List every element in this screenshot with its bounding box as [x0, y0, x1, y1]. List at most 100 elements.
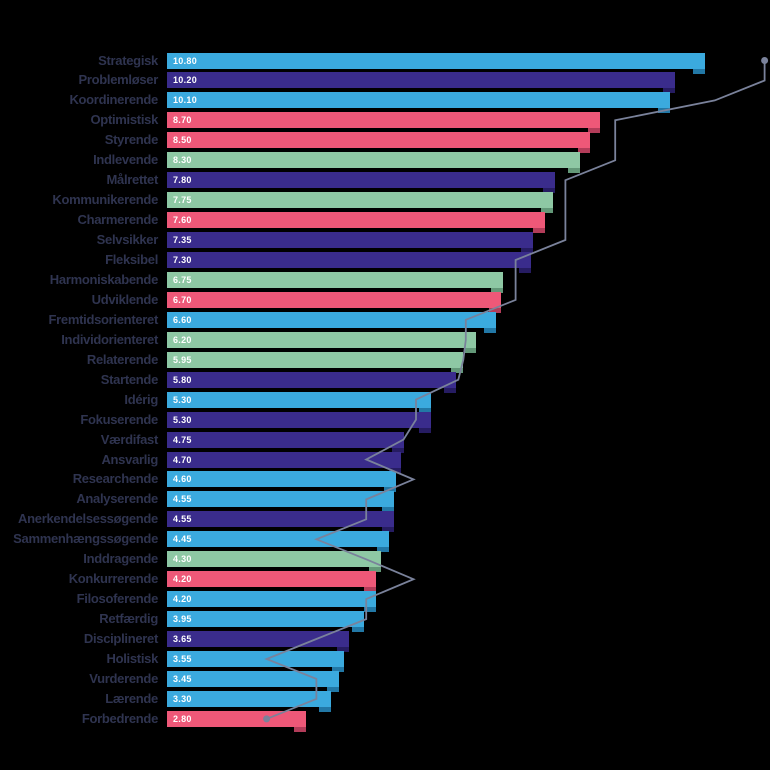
bar-value-label: 7.30 [173, 255, 192, 265]
bar-value-label: 5.30 [173, 394, 192, 405]
bar: 8.30 [167, 152, 581, 174]
category-label: Selvsikker [96, 232, 159, 248]
category-label: Kommunikerende [52, 192, 158, 208]
bar: 4.55 [167, 511, 394, 533]
bar-value-label: 4.55 [173, 514, 192, 525]
bar: 4.55 [167, 491, 394, 513]
bar: 3.55 [167, 651, 344, 672]
category-label: Forbedrende [81, 710, 158, 726]
bar: 7.75 [167, 192, 553, 214]
bar-value-label: 3.65 [173, 634, 192, 645]
category-label: Problemløser [78, 72, 159, 88]
category-label: Vurderende [89, 670, 158, 686]
bar-value-label: 4.70 [173, 454, 192, 465]
bar: 4.75 [167, 431, 404, 453]
bar: 6.60 [167, 311, 496, 333]
bar-value-label: 4.20 [173, 594, 192, 605]
bar-value-label: 6.20 [173, 334, 192, 345]
category-label: Koordinerende [69, 92, 158, 108]
norm-line-start-marker [761, 57, 769, 64]
category-label: Styrende [104, 132, 159, 148]
bar-end-fold [657, 108, 670, 114]
bar-value-label: 5.95 [173, 354, 192, 365]
bar: 8.50 [167, 132, 591, 154]
bar: 10.80 [167, 52, 705, 74]
category-label: Analyserende [76, 491, 158, 507]
bar-value-label: 4.55 [173, 494, 192, 505]
category-label: Værdifast [100, 431, 159, 447]
bar: 4.30 [167, 551, 382, 573]
bar-value-label: 4.75 [173, 434, 192, 445]
bar-value-label: 6.75 [173, 274, 192, 285]
bar: 7.60 [167, 212, 546, 234]
bar-end-fold [568, 168, 581, 174]
category-label: Relaterende [86, 351, 158, 367]
bar-end-fold [351, 627, 364, 633]
category-label: Optimistisk [90, 112, 159, 128]
bar-end-fold [692, 68, 705, 74]
bar-value-label: 10.10 [173, 95, 198, 106]
bar: 5.30 [167, 391, 431, 413]
bar-value-label: 7.75 [173, 195, 192, 206]
bar-value-label: 8.70 [173, 115, 192, 126]
bar-value-label: 5.80 [173, 374, 192, 385]
bar: 2.80 [167, 710, 307, 732]
category-label: Researchende [72, 471, 159, 487]
bar: 4.20 [167, 571, 377, 593]
category-label: Lærende [105, 690, 158, 706]
bar-value-label: 5.30 [173, 414, 192, 425]
category-label: Fokuserende [80, 411, 158, 427]
bar-value-label: 10.80 [173, 55, 198, 66]
bar-value-label: 4.20 [173, 574, 192, 585]
bar: 5.80 [167, 371, 456, 393]
category-label: Inddragende [83, 551, 158, 567]
bar: 4.20 [167, 591, 377, 613]
bar-end-fold [463, 347, 476, 353]
bar: 3.45 [167, 670, 339, 692]
bar-end-fold [443, 387, 456, 393]
bar: 10.20 [167, 72, 675, 94]
bar-value-label: 3.95 [173, 614, 192, 625]
bar: 6.20 [167, 331, 476, 353]
bar: 3.65 [167, 631, 349, 653]
category-label: Ansvarlig [101, 451, 158, 467]
bar-value-label: 6.60 [173, 314, 192, 325]
category-label: Disciplineret [83, 631, 158, 647]
category-label: Retfærdig [99, 611, 158, 627]
bar-value-label: 7.80 [173, 175, 192, 186]
bar-value-label: 6.70 [173, 294, 192, 305]
bar-value-label: 2.80 [173, 713, 192, 724]
bar: 4.70 [167, 451, 402, 473]
bar-end-fold [518, 268, 531, 273]
category-label: Fremtidsorienteret [48, 311, 159, 327]
bar-value-label: 4.45 [173, 534, 192, 545]
bar-value-label: 8.50 [173, 135, 192, 146]
category-label: Anerkendelsessøgende [18, 511, 158, 527]
category-label: Konkurrerende [68, 571, 159, 587]
bar-end-fold [319, 706, 332, 712]
bar-end-fold [483, 327, 496, 333]
bar: 3.30 [167, 690, 332, 712]
bar: 4.60 [167, 471, 397, 493]
category-label: Idérig [124, 391, 158, 407]
bar-value-label: 7.60 [173, 215, 192, 226]
category-label: Strategisk [98, 52, 158, 68]
bar-value-label: 8.30 [173, 155, 192, 166]
category-label: Individorienteret [61, 331, 158, 347]
bar: 7.30 [167, 252, 531, 273]
bar-end-fold [533, 228, 546, 234]
category-label: Startende [100, 371, 159, 387]
category-label: Filosoferende [76, 591, 159, 607]
category-label: Indlevende [93, 152, 158, 168]
bar: 8.70 [167, 112, 601, 134]
category-label: Målrettet [106, 172, 159, 188]
bar-value-label: 3.55 [173, 654, 192, 664]
category-label: Harmoniskabende [49, 271, 159, 287]
bar: 5.95 [167, 351, 464, 373]
bar-value-label: 3.45 [173, 673, 192, 684]
bar-value-label: 10.20 [173, 75, 198, 86]
category-label: Udviklende [91, 291, 159, 307]
bar: 7.80 [167, 172, 556, 194]
bar-value-label: 3.30 [173, 693, 192, 704]
bar: 7.35 [167, 232, 534, 254]
